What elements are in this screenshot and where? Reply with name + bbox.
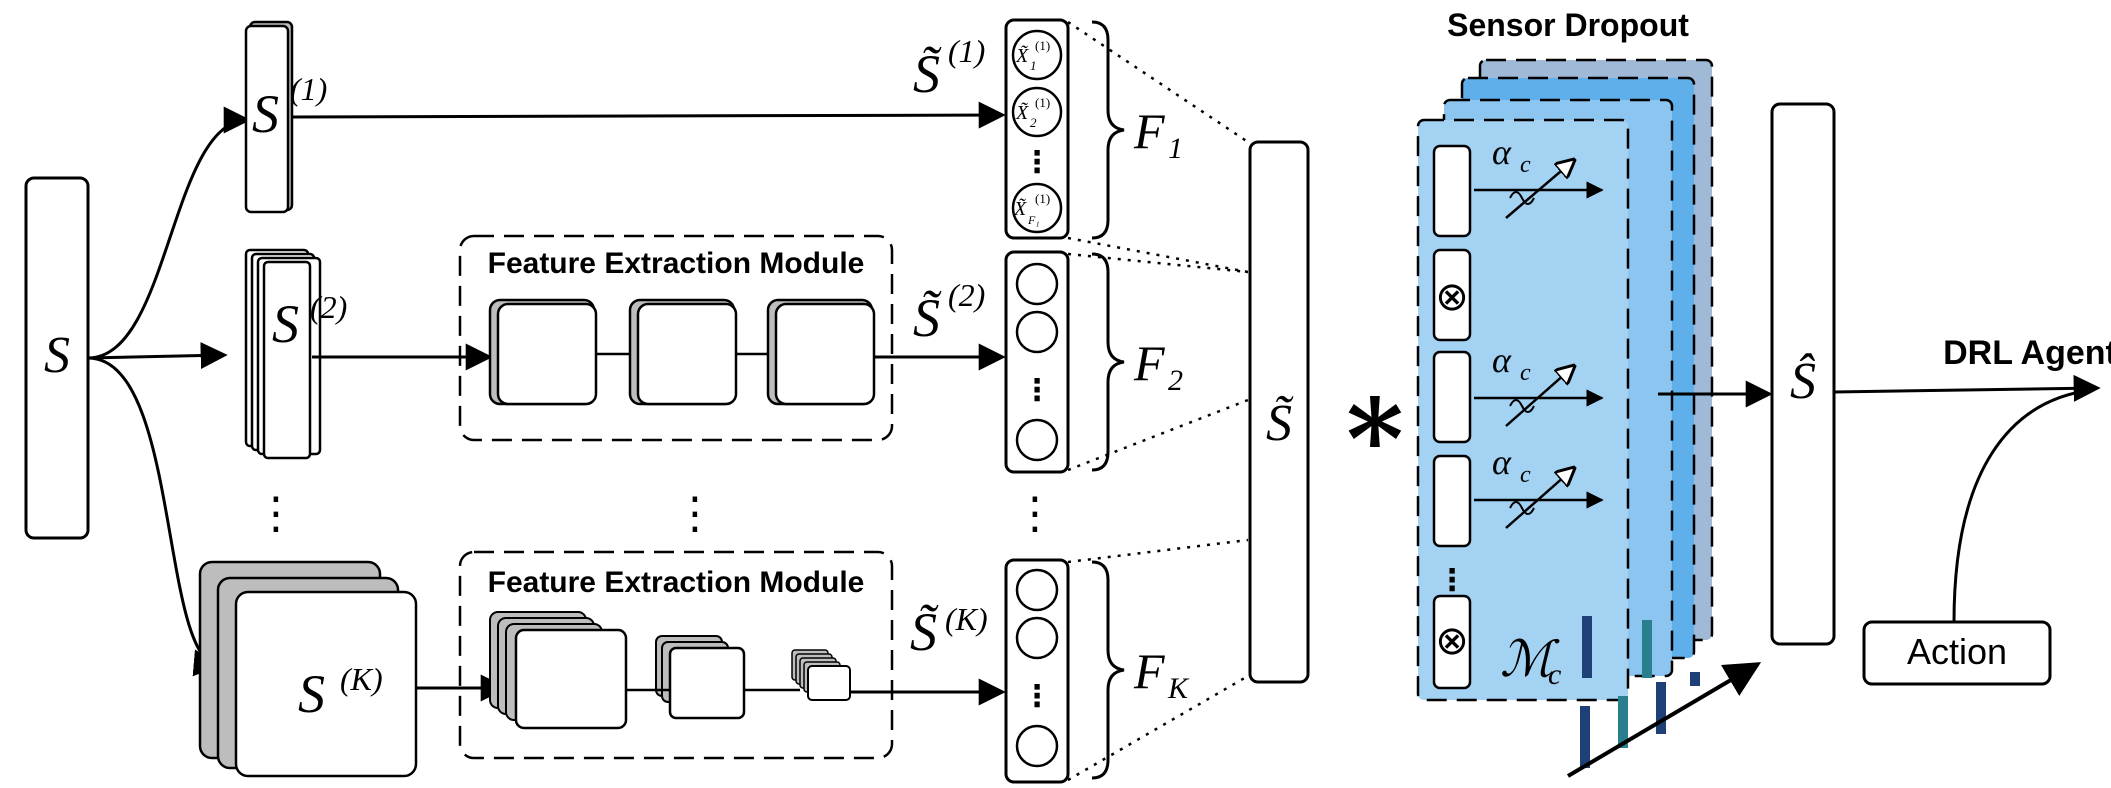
dropout-title: Sensor Dropout — [1447, 7, 1689, 43]
group-label-k-sub: K — [1167, 672, 1190, 705]
mask-slot-dropped — [1432, 594, 1472, 690]
branch-2-tilde-label: S̃ — [913, 288, 942, 348]
otimes-icon: ⊗ — [1435, 275, 1469, 319]
mask-bar — [1580, 706, 1590, 768]
branch-k-label: S — [298, 664, 325, 724]
feature-node — [1011, 29, 1063, 81]
alpha-sub: c — [1520, 462, 1531, 488]
alpha-label: α — [1492, 132, 1512, 172]
feature-node — [1015, 616, 1059, 660]
group-label-1-sub: 1 — [1168, 132, 1183, 165]
branch-1-block: S (1) — [244, 20, 327, 214]
branch-connectors — [87, 106, 251, 677]
branch-2-tilde-sup: (2) — [948, 277, 985, 313]
branch-1-label: S — [252, 84, 279, 144]
feature-node-2-base: X̃ — [1015, 101, 1029, 124]
feature-node — [1015, 310, 1059, 354]
output-block: Ŝ — [1770, 102, 1836, 646]
mask-bar — [1582, 616, 1592, 678]
input-block: S — [24, 176, 90, 540]
output-to-agent-arrow — [1833, 374, 2101, 402]
fem-bottom-blocks — [489, 611, 851, 730]
feature-node — [1015, 568, 1059, 612]
fem-top-blocks — [488, 298, 876, 406]
projection-lines — [1067, 20, 1249, 782]
mask-sub: c — [1548, 658, 1561, 691]
ellipsis-fem: ⋮ — [673, 489, 717, 538]
feature-node-3-sub: F₁ — [1027, 213, 1040, 227]
alpha-sub: c — [1520, 152, 1531, 178]
concat-block: S̃ — [1248, 140, 1310, 684]
feature-node — [1015, 262, 1059, 306]
alpha-gains: α c α c α c — [1474, 132, 1604, 529]
feature-node-2-sup: (1) — [1035, 95, 1050, 110]
mask-bar — [1642, 620, 1652, 678]
feature-node — [1011, 86, 1063, 138]
group-label-1: F — [1133, 103, 1165, 159]
mask-slot-ellipsis: ⋮ — [1437, 564, 1467, 597]
dropout-bar-chart — [1566, 616, 1762, 778]
alpha-label: α — [1492, 442, 1512, 482]
feature-column-2-ellipsis: ⋮ — [1022, 374, 1052, 407]
feature-column-2: ⋮ — [1004, 250, 1070, 474]
alpha-sub: c — [1520, 360, 1531, 386]
ellipsis-blocks: ⋮ — [254, 489, 298, 538]
feature-column-k-ellipsis: ⋮ — [1022, 680, 1052, 713]
otimes-icon: ⊗ — [1435, 619, 1469, 663]
ellipsis-features: ⋮ — [1013, 489, 1057, 538]
branch-1-tilde-sup: (1) — [948, 33, 985, 69]
branch-1-superscript: (1) — [290, 71, 327, 107]
branch-k-block: S (K) — [198, 560, 418, 778]
action-box: Action — [1862, 620, 2052, 686]
fem-bottom: Feature Extraction Module — [458, 550, 894, 760]
feature-column-k: ⋮ — [1004, 558, 1070, 784]
braces — [1091, 20, 1125, 780]
branch-2-superscript: (2) — [310, 289, 347, 325]
input-label: S — [44, 327, 70, 384]
output-label: Ŝ — [1790, 352, 1816, 410]
mask-slots: ⊗ ⋮ ⊗ — [1432, 144, 1472, 690]
mask-slot-dropped — [1432, 248, 1472, 342]
alpha-label: α — [1492, 340, 1512, 380]
fem-top-title: Feature Extraction Module — [488, 247, 865, 280]
group-labels: F 1 F 2 F K — [1133, 103, 1190, 705]
branch-k-tilde-sup: (K) — [945, 601, 988, 637]
branch-1-arrow — [291, 101, 1006, 129]
fem-bottom-title: Feature Extraction Module — [488, 566, 865, 599]
mask-label: ℳ — [1500, 631, 1560, 687]
feature-column-1: ⋮ X̃ 1 (1) X̃ 2 (1) X̃ F₁ (1) — [1004, 18, 1070, 240]
mask-bar — [1690, 672, 1700, 686]
branch-2-label: S — [272, 294, 299, 354]
feature-node-3-base: X̃ — [1013, 197, 1027, 220]
mask-bar — [1618, 696, 1628, 748]
branch-k-superscript: (K) — [340, 661, 383, 697]
action-label: Action — [1907, 631, 2007, 672]
feature-node-1-sup: (1) — [1035, 38, 1050, 53]
feature-node — [1015, 724, 1059, 768]
feature-node — [1011, 182, 1063, 234]
action-feedback-curve — [1952, 388, 2093, 623]
mask-bar — [1656, 682, 1666, 734]
branch-2-block: S (2) — [244, 248, 347, 460]
mask-slot — [1432, 144, 1472, 238]
feature-node-3-sup: (1) — [1035, 191, 1050, 206]
mask-slot — [1432, 350, 1472, 444]
branch-1-tilde-label: S̃ — [913, 44, 942, 104]
concat-label: S̃ — [1266, 395, 1294, 452]
group-label-2: F — [1133, 335, 1165, 391]
group-label-2-sub: 2 — [1168, 364, 1183, 397]
multiply-operator: ∗ — [1337, 358, 1413, 480]
feature-column-1-ellipsis: ⋮ — [1022, 146, 1052, 179]
mask-slot — [1432, 454, 1472, 548]
feature-node-1-base: X̃ — [1015, 44, 1029, 67]
group-label-k: F — [1133, 643, 1165, 699]
fem-top: Feature Extraction Module — [458, 234, 894, 442]
agent-title: DRL Agent — [1943, 334, 2111, 372]
feature-node-2-sub: 2 — [1030, 115, 1037, 130]
feature-node-1-sub: 1 — [1030, 58, 1037, 73]
branch-k-tilde-label: S̃ — [910, 602, 939, 662]
feature-node — [1015, 418, 1059, 462]
